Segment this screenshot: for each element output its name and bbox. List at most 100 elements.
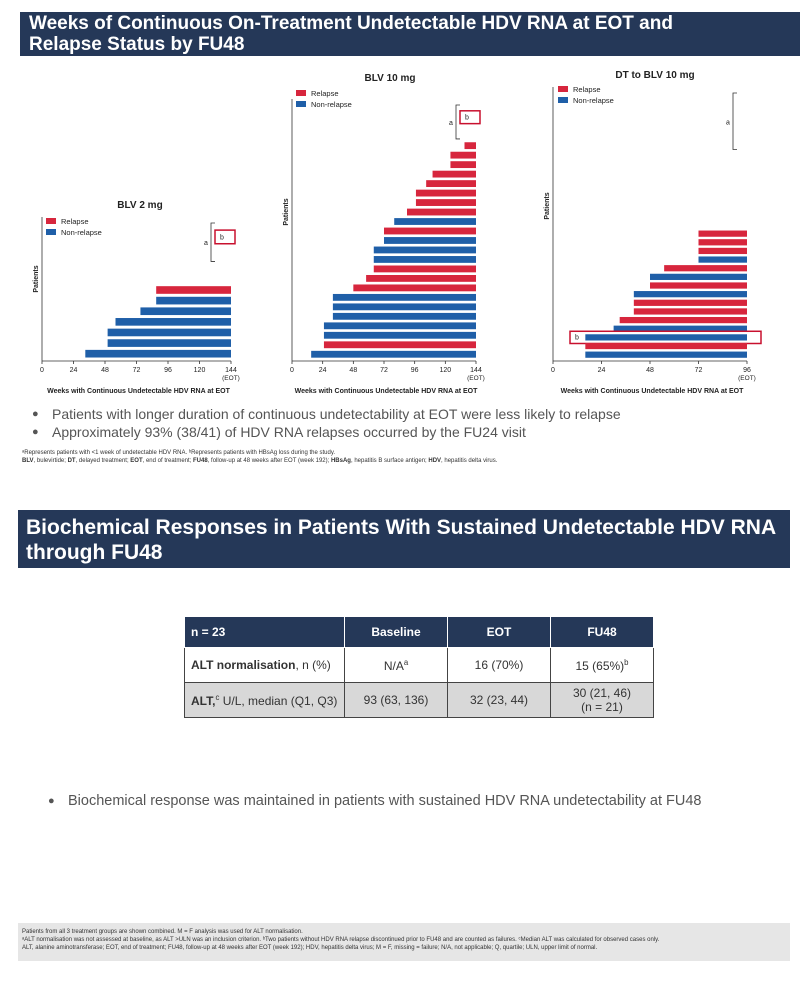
section2-title-line2: through FU48 xyxy=(26,541,163,564)
x-tick-label: 0 xyxy=(551,367,555,374)
x-tick-label: 96 xyxy=(743,367,751,374)
footnote-2-line1: Patients from all 3 treatment groups are… xyxy=(22,929,303,935)
y-axis-label: Patients xyxy=(283,198,290,225)
table-cell: 30 (21, 46) (n = 21) xyxy=(550,682,654,718)
footnote-1-line1: ᵃRepresents patients with <1 week of und… xyxy=(22,450,336,456)
legend-swatch-relapse xyxy=(296,90,306,96)
chart-title: DT to BLV 10 mg xyxy=(615,70,694,81)
chart-bar xyxy=(332,303,476,311)
y-axis-label: Patients xyxy=(33,265,40,292)
section2-title-line1: Biochemical Responses in Patients With S… xyxy=(26,516,777,539)
footnote-1-line2: BLV, bulevirtide; DT, delayed treatment;… xyxy=(22,458,498,464)
chart-bar xyxy=(633,291,747,298)
chart-title: BLV 2 mg xyxy=(117,200,162,211)
bullet-item: Approximately 93% (38/41) of HDV RNA rel… xyxy=(32,423,621,441)
table-row: ALT normalisation, n (%) N/Aa 16 (70%) 1… xyxy=(184,647,654,683)
chart-bar xyxy=(156,286,231,294)
chart-title: BLV 10 mg xyxy=(365,73,416,84)
chart-bar xyxy=(394,218,476,225)
annotation-b: b xyxy=(220,235,224,242)
legend-swatch-nonrelapse xyxy=(296,101,306,107)
chart-bar xyxy=(619,316,747,324)
chart-bar xyxy=(698,247,747,255)
chart-bar xyxy=(585,351,747,358)
section2-title-banner: Biochemical Responses in Patients With S… xyxy=(18,510,790,568)
legend-swatch-relapse xyxy=(558,86,568,92)
x-tick-label: 144 xyxy=(225,367,237,374)
table-cell: N/Aa xyxy=(344,647,448,683)
table-header: Baseline xyxy=(344,616,448,648)
x-tick-label: 48 xyxy=(101,367,109,374)
legend-swatch-relapse xyxy=(46,218,56,224)
chart-bar xyxy=(650,273,747,280)
x-tick-label: 96 xyxy=(164,367,172,374)
table-row: ALT,c U/L, median (Q1, Q3) 93 (63, 136) … xyxy=(184,682,654,718)
table-header: EOT xyxy=(447,616,551,648)
table-header-row: n = 23 Baseline EOT FU48 xyxy=(184,616,654,648)
y-axis-label: Patients xyxy=(544,192,551,219)
x-tick-extra-label: (EOT) xyxy=(738,375,756,382)
annotation-a: a xyxy=(204,240,208,247)
chart-bar xyxy=(107,328,231,337)
chart-bar xyxy=(698,239,747,246)
footnote-1: ᵃRepresents patients with <1 week of und… xyxy=(22,449,497,465)
chart-bar xyxy=(464,142,476,150)
legend-label-relapse: Relapse xyxy=(573,85,601,94)
chart-bar xyxy=(384,237,476,244)
annotation-b: b xyxy=(465,115,469,122)
chart-bar xyxy=(450,161,476,169)
bullet-item: Patients with longer duration of continu… xyxy=(32,405,621,423)
x-tick-extra-label: (EOT) xyxy=(222,375,240,382)
table-header: n = 23 xyxy=(184,616,345,648)
table-cell: ALT normalisation, n (%) xyxy=(184,647,345,683)
chart-bar xyxy=(426,180,476,188)
chart-bar xyxy=(650,282,747,289)
bullet-list-1: Patients with longer duration of continu… xyxy=(32,405,621,441)
chart-bar xyxy=(115,318,231,326)
x-tick-label: 120 xyxy=(194,367,206,374)
annotation-a: a xyxy=(726,119,730,126)
chart-bar xyxy=(373,246,476,254)
chart-bar xyxy=(633,308,747,315)
legend-swatch-nonrelapse xyxy=(46,229,56,235)
table-cell: 16 (70%) xyxy=(447,647,551,683)
x-tick-label: 72 xyxy=(380,367,388,374)
chart-bar xyxy=(698,256,747,263)
footer-box xyxy=(18,923,790,961)
x-tick-label: 0 xyxy=(290,367,294,374)
x-tick-label: 144 xyxy=(470,367,482,374)
chart-bar xyxy=(384,227,476,235)
x-tick-label: 72 xyxy=(695,367,703,374)
footnote-2-line3: ALT, alanine aminotransferase; EOT, end … xyxy=(22,945,598,951)
legend-label-nonrelapse: Non-relapse xyxy=(573,96,614,105)
chart-bar xyxy=(415,189,476,197)
x-tick-label: 120 xyxy=(439,367,451,374)
table-cell: ALT,c U/L, median (Q1, Q3) xyxy=(184,682,345,718)
chart-bar xyxy=(585,334,747,341)
table-cell: 93 (63, 136) xyxy=(344,682,448,718)
annotation-bracket xyxy=(455,104,460,140)
x-tick-label: 24 xyxy=(70,367,78,374)
highlight-box xyxy=(214,229,236,245)
x-tick-label: 48 xyxy=(646,367,654,374)
annotation-bracket xyxy=(732,92,737,150)
x-axis-label: Weeks with Continuous Undetectable HDV R… xyxy=(47,388,231,395)
footnote-2: Patients from all 3 treatment groups are… xyxy=(22,928,659,952)
annotation-a: a xyxy=(449,120,453,127)
highlight-box xyxy=(459,110,481,125)
table-cell: 32 (23, 44) xyxy=(447,682,551,718)
x-tick-label: 0 xyxy=(40,367,44,374)
chart-bar xyxy=(140,307,231,316)
x-tick-label: 48 xyxy=(349,367,357,374)
chart-bar xyxy=(366,274,476,282)
bullet-item: Biochemical response was maintained in p… xyxy=(48,792,702,810)
footnote-2-line2: ᵃALT normalisation was not assessed at b… xyxy=(22,937,660,943)
chart-bar xyxy=(450,151,476,159)
x-axis-label: Weeks with Continuous Undetectable HDV R… xyxy=(295,388,479,395)
section1-title-line1: Weeks of Continuous On-Treatment Undetec… xyxy=(29,13,673,34)
table-cell: 15 (65%)b xyxy=(550,647,654,683)
chart-bar xyxy=(373,256,476,263)
biochemical-response-table: n = 23 Baseline EOT FU48 ALT normalisati… xyxy=(184,616,654,718)
chart-bar xyxy=(373,265,476,273)
legend-label-relapse: Relapse xyxy=(311,89,339,98)
